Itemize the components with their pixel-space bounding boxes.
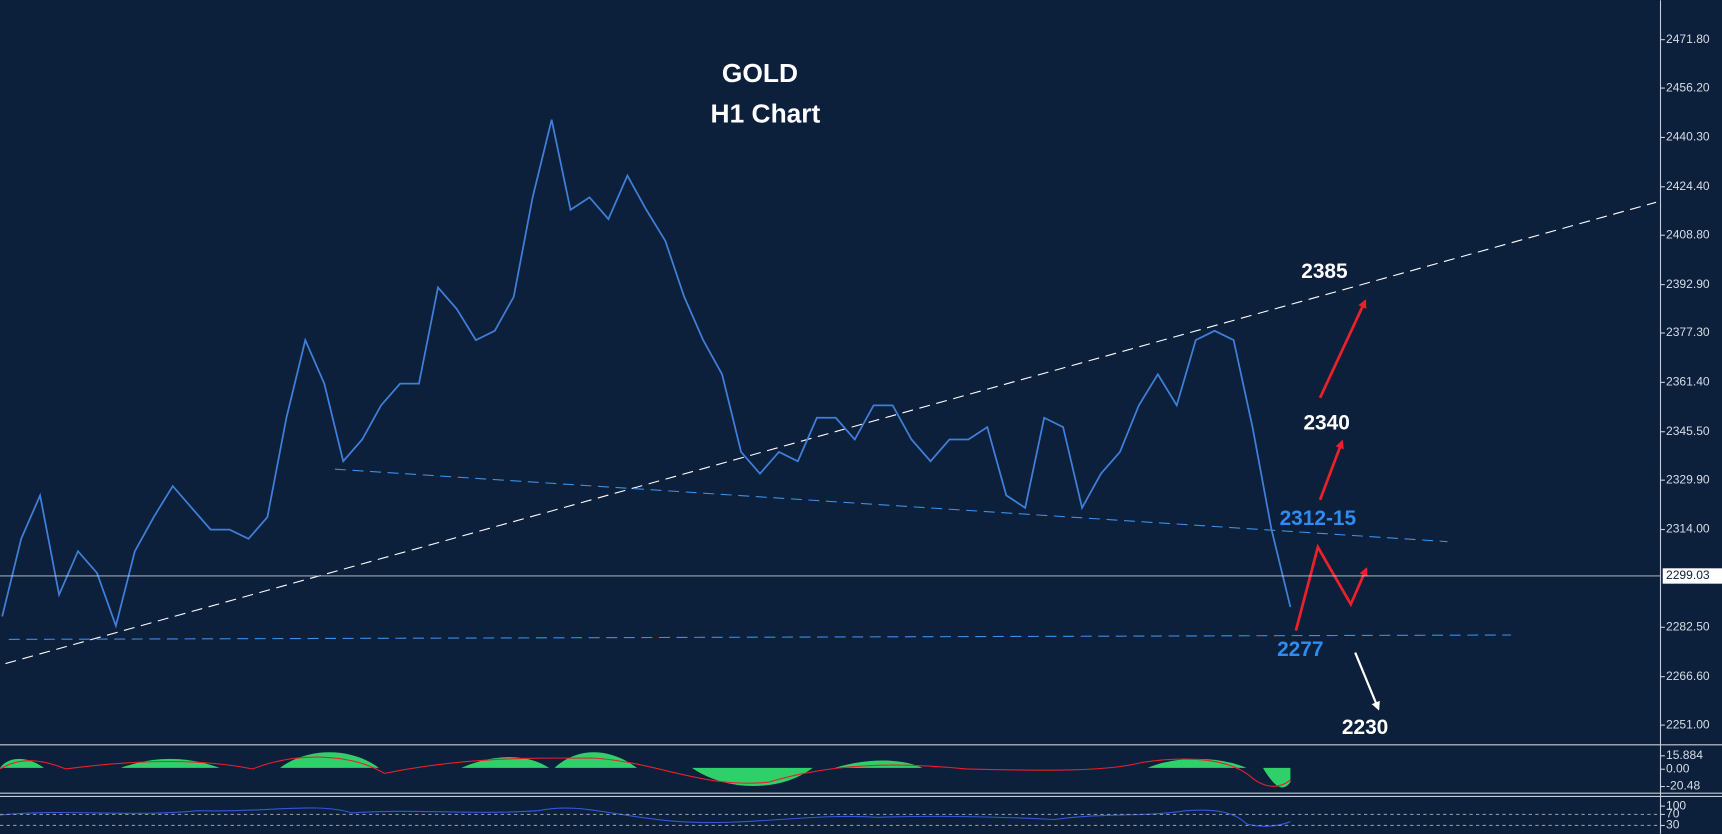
y-tick-label: 2251.00 bbox=[1666, 717, 1710, 731]
y-tick-label: 70 bbox=[1666, 807, 1680, 821]
macd-signal bbox=[0, 756, 1291, 787]
current-price-box bbox=[1662, 568, 1722, 584]
price-line bbox=[1, 119, 1292, 629]
rsi-line bbox=[0, 807, 1291, 827]
annotation: 2312-15 bbox=[1280, 507, 1357, 530]
current-price-label: 2299.03 bbox=[1666, 568, 1710, 582]
y-tick-label: -20.48 bbox=[1666, 779, 1701, 793]
y-tick-label: 2345.50 bbox=[1666, 424, 1710, 438]
forecast-arrow bbox=[1318, 439, 1344, 501]
y-tick-label: 2266.60 bbox=[1666, 669, 1710, 683]
support-line bbox=[8, 634, 1512, 640]
forecast-arrow bbox=[1354, 652, 1380, 711]
y-tick-label: 2424.40 bbox=[1666, 179, 1710, 193]
annotation: 2277 bbox=[1277, 638, 1323, 661]
y-tick-label: 2282.50 bbox=[1666, 619, 1710, 633]
forecast-arrow bbox=[1318, 299, 1367, 399]
chart-subtitle: H1 Chart bbox=[711, 98, 821, 128]
y-tick-label: 2329.90 bbox=[1666, 472, 1710, 486]
trend-line bbox=[334, 468, 1448, 543]
macd-histogram bbox=[0, 752, 1291, 788]
y-tick-label: 2440.30 bbox=[1666, 130, 1710, 144]
y-tick-label: 15.884 bbox=[1666, 748, 1703, 762]
y-tick-label: 30 bbox=[1666, 818, 1680, 832]
y-tick-label: 2392.90 bbox=[1666, 277, 1710, 291]
y-tick-label: 2456.20 bbox=[1666, 80, 1710, 94]
annotation: 2230 bbox=[1342, 716, 1388, 739]
y-tick-label: 2408.80 bbox=[1666, 227, 1710, 241]
trend-line bbox=[5, 201, 1657, 665]
annotation: 2385 bbox=[1301, 260, 1348, 283]
y-tick-label: 2377.30 bbox=[1666, 325, 1710, 339]
y-tick-label: 2314.00 bbox=[1666, 522, 1710, 536]
y-tick-label: 2471.80 bbox=[1666, 32, 1710, 46]
y-tick-label: 100 bbox=[1666, 798, 1686, 812]
y-tick-label: 0.00 bbox=[1666, 761, 1690, 775]
y-tick-label: 2361.40 bbox=[1666, 375, 1710, 389]
annotation: 2340 bbox=[1303, 412, 1349, 435]
chart-title: GOLD bbox=[722, 58, 798, 88]
